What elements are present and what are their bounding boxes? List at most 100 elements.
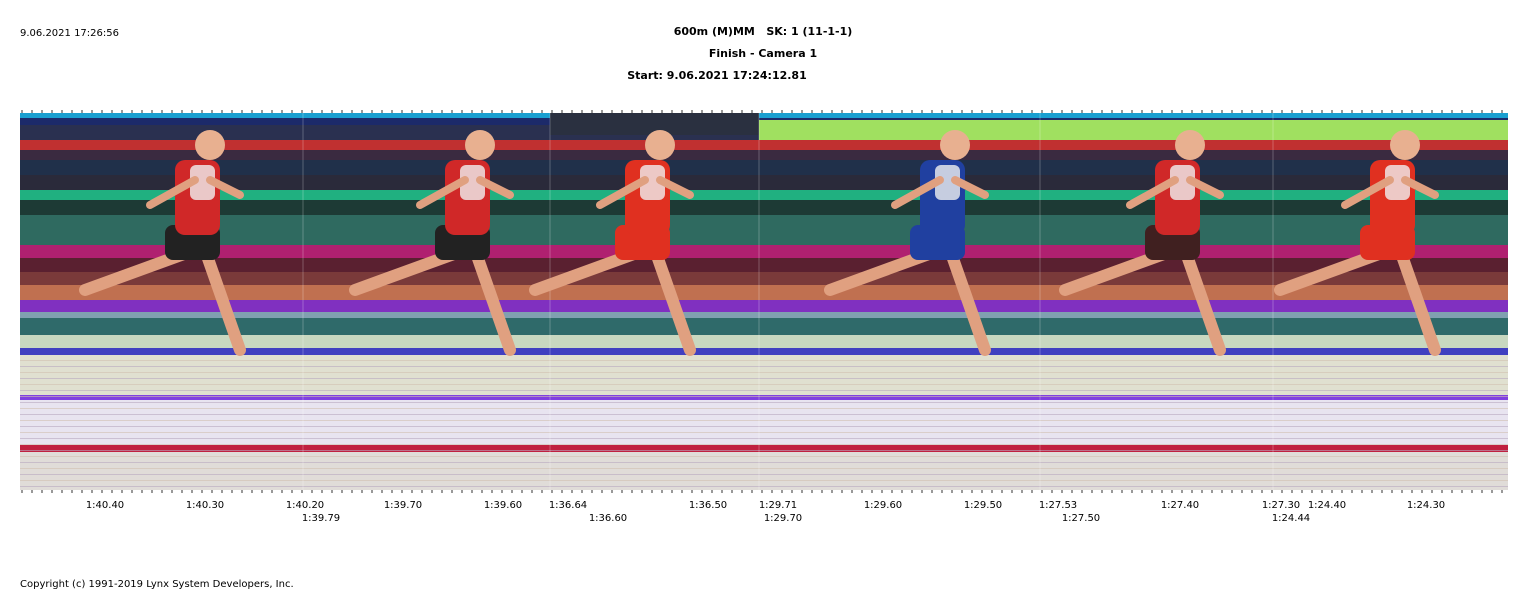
leg (649, 244, 696, 356)
stripe (20, 432, 1508, 433)
stripe (20, 378, 1508, 379)
head (1175, 130, 1205, 160)
camera: Finish - Camera 1 (709, 47, 817, 60)
time-label: 1:24.40 (1308, 500, 1346, 511)
stripe (20, 468, 1508, 469)
head (195, 130, 225, 160)
arm (476, 176, 514, 199)
arm (596, 176, 649, 209)
stripe (20, 450, 1508, 451)
stripe (20, 486, 1508, 487)
stripe (20, 444, 1508, 445)
arm (656, 176, 694, 199)
shirt-white (1385, 165, 1410, 200)
head (940, 130, 970, 160)
arm (1186, 176, 1224, 199)
stripe (20, 160, 1508, 175)
stripe (20, 480, 1508, 481)
stripe (20, 215, 1508, 245)
leg (1394, 244, 1441, 356)
leg (199, 244, 246, 356)
shirt-white (460, 165, 485, 200)
head (645, 130, 675, 160)
time-label: 1:27.40 (1161, 500, 1199, 511)
time-label: 1:40.40 (86, 500, 124, 511)
leg (469, 244, 516, 356)
arm (416, 176, 469, 209)
runner (79, 130, 246, 356)
stripe (20, 426, 1508, 427)
time-label: 1:39.79 (302, 513, 340, 524)
timestamp: 9.06.2021 17:26:56 (20, 28, 119, 39)
leg (1179, 244, 1226, 356)
stripe (20, 190, 1508, 200)
stripe (20, 474, 1508, 475)
stripe (20, 372, 1508, 373)
copyright: Copyright (c) 1991-2019 Lynx System Deve… (20, 579, 294, 590)
stripe (20, 140, 1508, 150)
shirt-white (1170, 165, 1195, 200)
time-label: 1:36.50 (689, 500, 727, 511)
shirt-white (640, 165, 665, 200)
stripe (20, 395, 1508, 400)
time-label: 1:29.60 (864, 500, 902, 511)
time-label: 1:24.30 (1407, 500, 1445, 511)
time-label: 1:29.71 (759, 500, 797, 511)
stripe (20, 113, 1508, 118)
shirt-white (190, 165, 215, 200)
time-label: 1:29.50 (964, 500, 1002, 511)
runner (1274, 130, 1441, 356)
time-label: 1:40.30 (186, 500, 224, 511)
stripe (20, 300, 1508, 312)
stripe (20, 285, 1508, 300)
stripe (550, 113, 759, 135)
stripe (20, 312, 1508, 318)
stripe (20, 462, 1508, 463)
time-label: 1:40.20 (286, 500, 324, 511)
stripe (20, 452, 1508, 490)
stripe (20, 245, 1508, 258)
head (465, 130, 495, 160)
time-label: 1:29.70 (764, 513, 802, 524)
time-label: 1:36.64 (549, 500, 587, 511)
stripe (20, 400, 1508, 445)
time-label: 1:24.44 (1272, 513, 1310, 524)
leg (944, 244, 991, 356)
arm (1401, 176, 1439, 199)
time-label: 1:27.30 (1262, 500, 1300, 511)
stripe (20, 348, 1508, 355)
stripe (20, 438, 1508, 439)
shirt-white (935, 165, 960, 200)
runner (349, 130, 516, 356)
stripe (20, 360, 1508, 361)
stripe (20, 318, 1508, 335)
stripe (20, 366, 1508, 367)
arm (206, 176, 244, 199)
title: 600m (M)MM SK: 1 (11-1-1) (674, 25, 853, 38)
stripe (20, 402, 1508, 403)
time-labels: 1:40.40 1:40.30 1:40.20 1:39.70 1:39.60 1:36.… (86, 500, 1445, 524)
time-label: 1:39.60 (484, 500, 522, 511)
stripe (20, 396, 1508, 397)
stripe (20, 420, 1508, 421)
stripe (20, 258, 1508, 272)
stripe (20, 335, 1508, 348)
stripe (20, 355, 1508, 395)
arm (1341, 176, 1394, 209)
runner (529, 130, 696, 356)
time-label: 1:36.60 (589, 513, 627, 524)
arm (1126, 176, 1179, 209)
finish-image (20, 113, 1508, 490)
arm (891, 176, 944, 209)
start-time: Start: 9.06.2021 17:24:12.81 (627, 69, 807, 82)
stripe (20, 175, 1508, 190)
stripe (20, 150, 1508, 160)
arm (951, 176, 989, 199)
stripe (20, 200, 1508, 215)
stripe (20, 384, 1508, 385)
stripe (20, 390, 1508, 391)
arm (146, 176, 199, 209)
stripe (20, 414, 1508, 415)
